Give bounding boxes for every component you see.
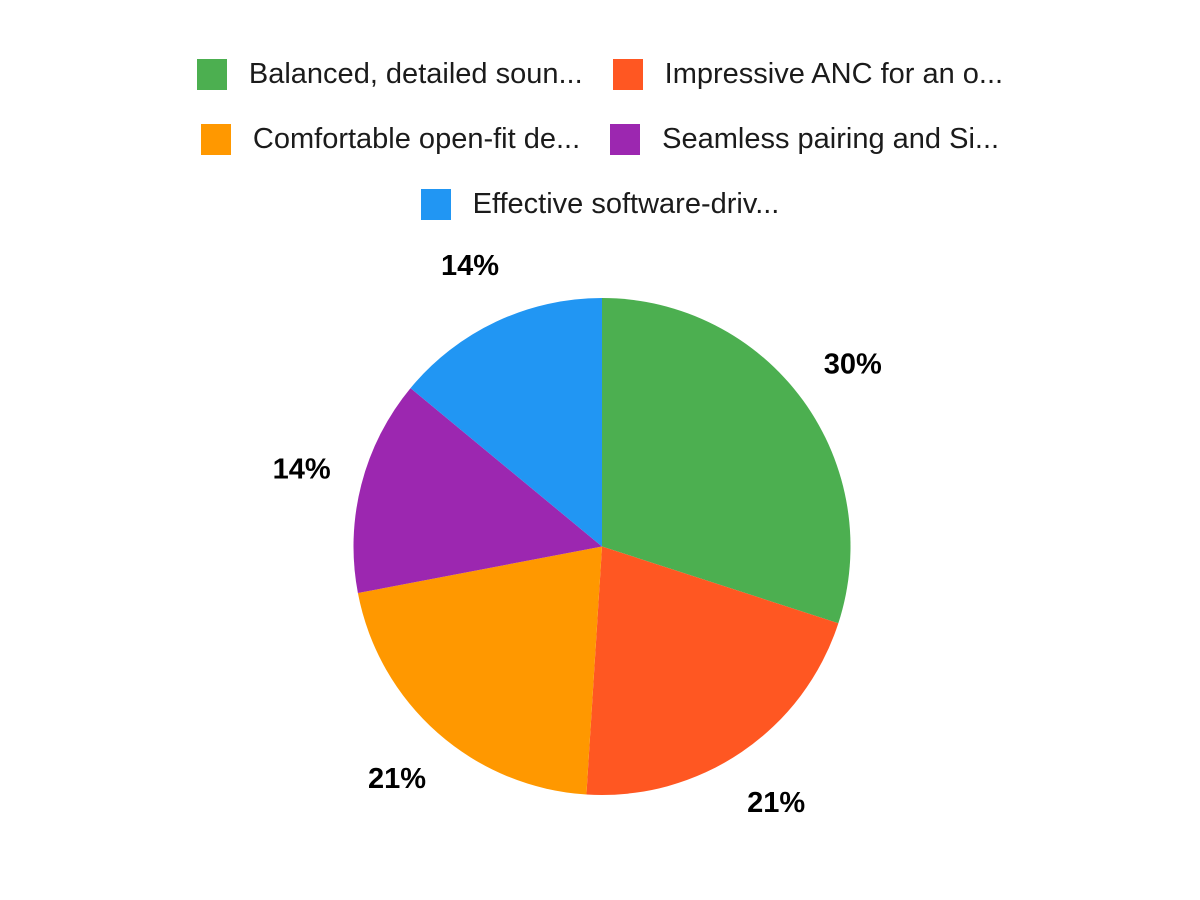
legend-swatch-icon <box>196 58 227 90</box>
legend-item-0[interactable]: Balanced, detailed soun... <box>196 58 583 90</box>
legend-swatch-icon <box>420 188 451 220</box>
slice-percent-label: 21% <box>368 763 426 795</box>
pie-slice-1[interactable] <box>586 546 839 796</box>
slice-percent-label: 30% <box>824 348 882 380</box>
legend-label: Effective software-driv... <box>472 188 780 220</box>
legend-item-2[interactable]: Comfortable open-fit de... <box>200 123 581 155</box>
legend-item-3[interactable]: Seamless pairing and Si... <box>610 123 999 155</box>
legend-label: Balanced, detailed soun... <box>248 58 583 90</box>
legend-swatch-icon <box>200 123 231 155</box>
legend-swatch-icon <box>612 58 643 90</box>
legend-item-1[interactable]: Impressive ANC for an o... <box>612 58 1004 90</box>
legend-item-4[interactable]: Effective software-driv... <box>420 188 780 220</box>
legend-label: Impressive ANC for an o... <box>664 58 1004 90</box>
pie-slice-0[interactable] <box>602 298 851 624</box>
pie-slice-2[interactable] <box>357 546 602 795</box>
legend-label: Seamless pairing and Si... <box>662 123 1000 155</box>
legend-row: Comfortable open-fit de... Seamless pairi… <box>200 123 999 155</box>
pie-slice-4[interactable] <box>410 298 602 547</box>
legend-swatch-icon <box>610 123 641 155</box>
legend-row: Balanced, detailed soun... Impressive ANC… <box>196 58 1004 90</box>
legend-row: Effective software-driv... <box>420 188 780 220</box>
slice-percent-label: 14% <box>273 453 331 485</box>
slice-percent-label: 14% <box>441 250 499 282</box>
slice-percent-label: 21% <box>747 787 805 819</box>
pie-slice-3[interactable] <box>353 388 602 594</box>
legend-label: Comfortable open-fit de... <box>252 123 581 155</box>
chart-legend: Balanced, detailed soun... Impressive ANC… <box>0 58 1200 220</box>
